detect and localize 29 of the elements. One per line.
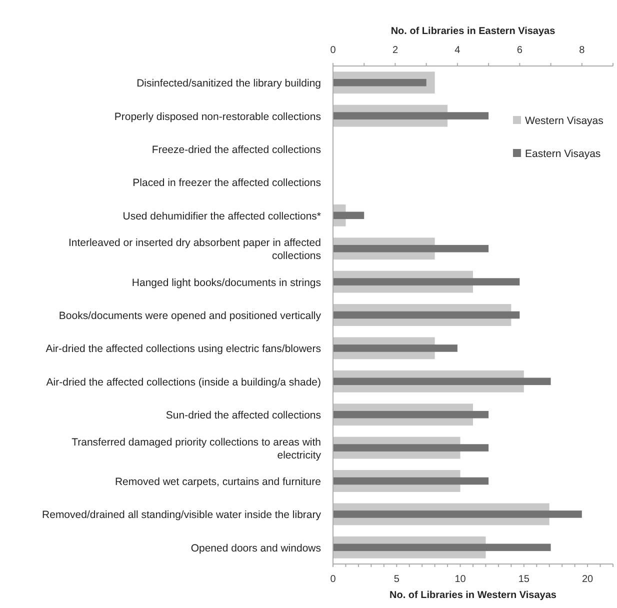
y-tick-label: Removed/drained all standing/visible water inside the library xyxy=(42,509,322,522)
y-tick-label: Placed in freezer the affected collections xyxy=(132,177,321,190)
x-tick-label: 10 xyxy=(454,574,466,585)
y-tick-label: Air-dried the affected collections using electric fans/blowers xyxy=(46,343,321,356)
y-tick-label: Disinfected/sanitized the library building xyxy=(136,78,322,90)
y-tick-label: Hanged light books/documents in strings xyxy=(132,276,321,289)
legend-label: Eastern Visayas xyxy=(525,148,601,160)
y-tick-label: Properly disposed non-restorable collections xyxy=(114,110,321,123)
x2-tick-label: 0 xyxy=(330,45,336,56)
y-tick-label: Freeze-dried the affected collections xyxy=(152,144,321,156)
x-tick-label: 0 xyxy=(330,574,336,585)
y-tick-label: Air-dried the affected collections (inside a building/a shade) xyxy=(46,376,321,388)
x-tick-label: 20 xyxy=(582,574,594,585)
x2-tick-label: 4 xyxy=(454,45,461,56)
y-tick-label: Opened doors and windows xyxy=(190,542,321,554)
x-tick-label: 15 xyxy=(518,574,530,585)
x-axis-title: No. of Libraries in Western Visayas xyxy=(390,590,557,601)
x-tick-label: 5 xyxy=(394,574,400,585)
x2-axis-title: No. of Libraries in Eastern Visayas xyxy=(390,26,556,37)
legend-label: Western Visayas xyxy=(525,115,604,127)
y-tick-label: Removed wet carpets, curtains and furniture xyxy=(114,476,322,488)
y-tick-label: Used dehumidifier the affected collections* xyxy=(122,210,321,222)
x2-tick-label: 8 xyxy=(579,45,586,56)
y-tick-label: Transferred damaged priority collections to areas with electricity xyxy=(72,436,322,462)
x2-tick-label: 6 xyxy=(516,45,523,56)
y-tick-label: Sun-dried the affected collections xyxy=(166,410,321,422)
y-tick-label: Books/documents were opened and positioned vertically xyxy=(58,310,322,322)
y-tick-label: Interleaved or inserted dry absorbent paper in affected collections xyxy=(68,237,322,262)
x2-tick-label: 2 xyxy=(392,45,398,56)
